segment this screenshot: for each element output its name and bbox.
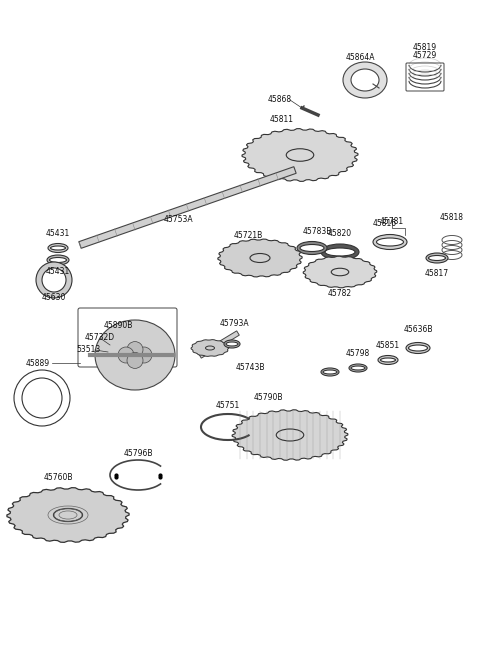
- Circle shape: [127, 342, 143, 358]
- Text: 45851: 45851: [376, 341, 400, 350]
- Ellipse shape: [250, 253, 270, 263]
- Ellipse shape: [343, 62, 387, 98]
- Text: 45782: 45782: [328, 290, 352, 299]
- Text: 45889: 45889: [26, 358, 50, 367]
- Ellipse shape: [376, 238, 404, 246]
- Ellipse shape: [47, 255, 69, 265]
- Text: 45811: 45811: [270, 115, 294, 124]
- Text: 45760B: 45760B: [43, 472, 73, 481]
- Polygon shape: [199, 331, 240, 358]
- Text: 45630: 45630: [42, 293, 66, 303]
- Text: 45743B: 45743B: [235, 364, 265, 373]
- Text: 45729: 45729: [413, 50, 437, 60]
- Ellipse shape: [300, 244, 324, 252]
- Polygon shape: [242, 128, 358, 181]
- Ellipse shape: [351, 69, 379, 91]
- Ellipse shape: [321, 368, 339, 376]
- Circle shape: [118, 347, 134, 363]
- Text: 45732D: 45732D: [85, 333, 115, 343]
- Ellipse shape: [297, 242, 327, 255]
- Ellipse shape: [226, 342, 238, 346]
- Ellipse shape: [378, 356, 398, 364]
- Text: 45781: 45781: [380, 217, 404, 227]
- Circle shape: [36, 262, 72, 298]
- Text: 45636B: 45636B: [403, 326, 433, 335]
- Ellipse shape: [426, 253, 448, 263]
- Text: 45819: 45819: [413, 43, 437, 52]
- Ellipse shape: [48, 244, 68, 252]
- Text: 45793A: 45793A: [219, 318, 249, 328]
- Text: 45868: 45868: [268, 96, 292, 105]
- Ellipse shape: [351, 366, 365, 370]
- Text: 45783B: 45783B: [302, 227, 332, 236]
- Circle shape: [127, 352, 143, 368]
- Text: 45751: 45751: [216, 400, 240, 409]
- Text: 45816: 45816: [373, 219, 397, 229]
- Polygon shape: [303, 256, 377, 288]
- Circle shape: [42, 268, 66, 292]
- Text: 53513: 53513: [76, 345, 100, 354]
- Text: 45817: 45817: [425, 269, 449, 278]
- Text: 45796B: 45796B: [123, 449, 153, 457]
- Ellipse shape: [381, 358, 396, 362]
- Ellipse shape: [408, 345, 428, 351]
- Text: 45790B: 45790B: [253, 392, 283, 402]
- Polygon shape: [79, 166, 296, 248]
- Ellipse shape: [349, 364, 367, 372]
- Text: 45818: 45818: [440, 214, 464, 223]
- Ellipse shape: [95, 320, 175, 390]
- Ellipse shape: [50, 246, 65, 250]
- Text: 45431: 45431: [46, 229, 70, 238]
- Ellipse shape: [429, 255, 445, 261]
- Text: 45431: 45431: [46, 267, 70, 276]
- Ellipse shape: [323, 370, 337, 374]
- Text: 45820: 45820: [328, 229, 352, 238]
- Polygon shape: [191, 340, 229, 356]
- Circle shape: [136, 347, 152, 363]
- Circle shape: [22, 378, 62, 418]
- Ellipse shape: [53, 508, 83, 521]
- Text: 45753A: 45753A: [163, 215, 193, 225]
- Ellipse shape: [286, 149, 314, 161]
- Polygon shape: [218, 239, 302, 277]
- Text: 45864A: 45864A: [345, 54, 375, 62]
- Polygon shape: [232, 410, 348, 460]
- Ellipse shape: [373, 234, 407, 250]
- Ellipse shape: [321, 244, 359, 260]
- Text: 45798: 45798: [346, 350, 370, 358]
- Ellipse shape: [406, 343, 430, 354]
- Ellipse shape: [276, 429, 304, 441]
- Ellipse shape: [325, 248, 355, 256]
- Ellipse shape: [331, 269, 349, 276]
- Ellipse shape: [49, 257, 67, 263]
- Polygon shape: [7, 488, 129, 542]
- Text: 45721B: 45721B: [233, 231, 263, 240]
- Text: 45890B: 45890B: [103, 320, 132, 329]
- Ellipse shape: [205, 346, 215, 350]
- Ellipse shape: [224, 340, 240, 348]
